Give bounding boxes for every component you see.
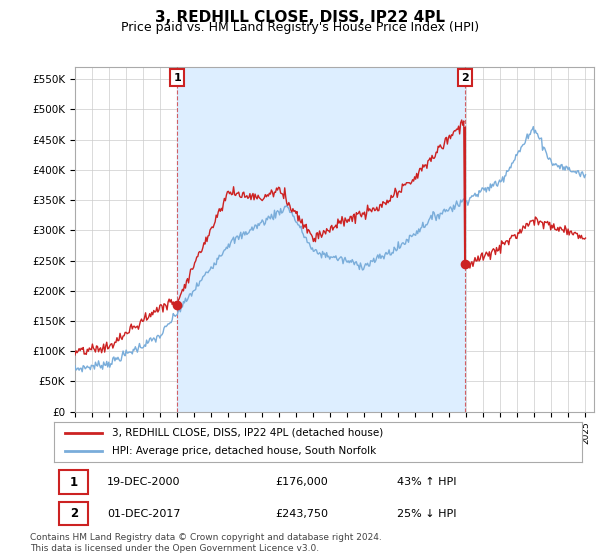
Text: 2: 2 (461, 73, 469, 82)
Text: HPI: Average price, detached house, South Norfolk: HPI: Average price, detached house, Sout… (112, 446, 376, 456)
Bar (177, 67, 465, 412)
Text: 3, REDHILL CLOSE, DISS, IP22 4PL: 3, REDHILL CLOSE, DISS, IP22 4PL (155, 10, 445, 25)
FancyBboxPatch shape (59, 470, 88, 494)
Text: 01-DEC-2017: 01-DEC-2017 (107, 508, 181, 519)
Text: 3, REDHILL CLOSE, DISS, IP22 4PL (detached house): 3, REDHILL CLOSE, DISS, IP22 4PL (detach… (112, 428, 383, 437)
Text: 2: 2 (70, 507, 78, 520)
Text: 43% ↑ HPI: 43% ↑ HPI (397, 477, 457, 487)
Text: £176,000: £176,000 (276, 477, 329, 487)
Text: 25% ↓ HPI: 25% ↓ HPI (397, 508, 457, 519)
Text: 1: 1 (173, 73, 181, 82)
Text: Contains HM Land Registry data © Crown copyright and database right 2024.
This d: Contains HM Land Registry data © Crown c… (30, 533, 382, 553)
FancyBboxPatch shape (59, 502, 88, 525)
Text: Price paid vs. HM Land Registry's House Price Index (HPI): Price paid vs. HM Land Registry's House … (121, 21, 479, 34)
Text: £243,750: £243,750 (276, 508, 329, 519)
Text: 1: 1 (70, 475, 78, 489)
Text: 19-DEC-2000: 19-DEC-2000 (107, 477, 181, 487)
